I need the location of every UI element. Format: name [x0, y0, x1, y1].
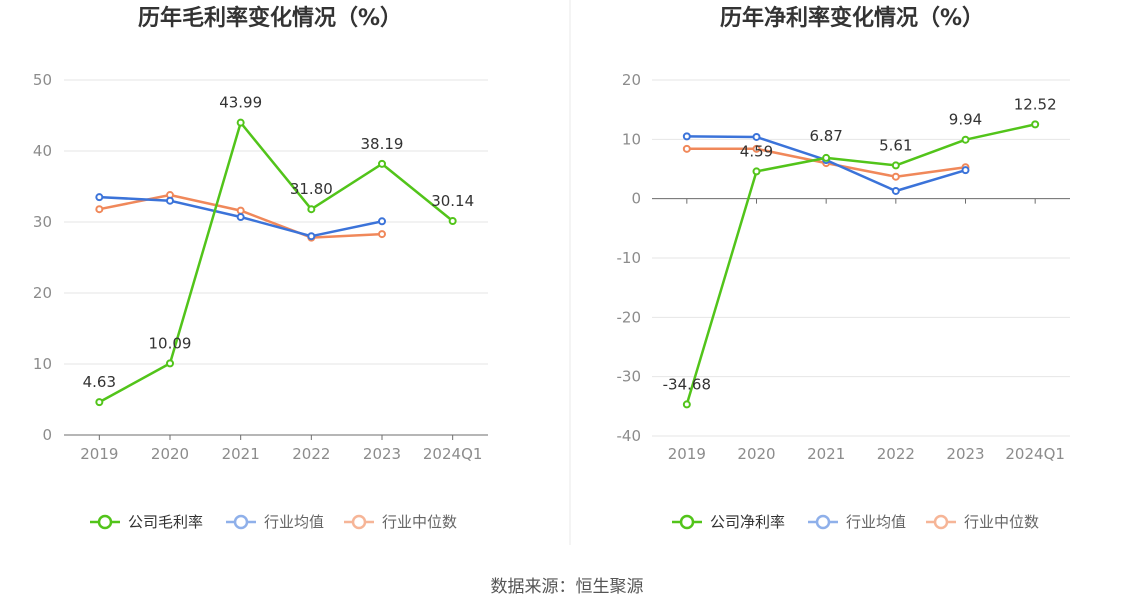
data-label: 38.19: [361, 135, 404, 153]
legend-label: 公司毛利率: [128, 513, 203, 531]
legend-label: 公司净利率: [710, 513, 785, 531]
x-tick-label: 2023: [946, 445, 984, 463]
legend-label: 行业均值: [264, 513, 324, 531]
data-label: 30.14: [431, 192, 474, 210]
net-margin-chart: 历年净利率变化情况（%） -40 -30 -20 -10 0 10 20 2019 2020 202…: [617, 5, 1070, 531]
legend-item[interactable]: 行业均值: [808, 513, 906, 531]
x-tick-label: 2020: [737, 445, 775, 463]
y-tick-label: -30: [617, 368, 642, 386]
legend-label: 行业中位数: [964, 513, 1039, 531]
legend-item[interactable]: 公司毛利率: [90, 513, 203, 531]
data-point: [1031, 120, 1040, 129]
data-point: [236, 213, 245, 222]
data-point: [891, 161, 900, 170]
x-tick-label: 2020: [151, 445, 189, 463]
data-point: [752, 167, 761, 176]
data-label: 9.94: [949, 111, 982, 129]
x-tick-label: 2024Q1: [1005, 445, 1065, 463]
x-tick-label: 2019: [80, 445, 118, 463]
data-point: [378, 230, 386, 239]
series-line: [98, 121, 454, 404]
data-point: [95, 398, 104, 407]
y-tick-label: 30: [33, 213, 52, 231]
legend-marker: [351, 514, 367, 530]
legend-item[interactable]: 行业中位数: [926, 513, 1039, 531]
x-tick-label: 2023: [363, 445, 401, 463]
y-tick-label: 10: [622, 130, 641, 148]
chart-title: 历年毛利率变化情况（%）: [138, 5, 402, 31]
y-tick-label: 20: [33, 284, 52, 302]
data-label: 4.59: [740, 142, 773, 160]
legend-marker: [933, 514, 949, 530]
chart-title: 历年净利率变化情况（%）: [720, 5, 984, 31]
x-tick-label: 2024Q1: [423, 445, 483, 463]
legend-marker: [815, 514, 831, 530]
x-tick-label: 2019: [668, 445, 706, 463]
data-point: [961, 166, 970, 175]
series-line: [685, 123, 1036, 405]
x-tick-label: 2021: [222, 445, 260, 463]
y-tick-label: 20: [622, 71, 641, 89]
y-tick-label: -40: [617, 427, 642, 445]
legend-item[interactable]: 行业均值: [226, 513, 324, 531]
legend-item[interactable]: 公司净利率: [672, 513, 785, 531]
data-point: [95, 205, 104, 214]
data-point: [166, 196, 174, 205]
legend-marker: [679, 514, 695, 530]
y-tick-label: -10: [617, 249, 642, 267]
gross-margin-chart: 历年毛利率变化情况（%） 0 10 20 30 40 50 2019 2020 2021 2022 2…: [33, 5, 488, 531]
data-label: 10.09: [149, 334, 192, 352]
data-label: 43.99: [219, 94, 262, 112]
data-point: [378, 217, 386, 226]
x-tick-label: 2022: [877, 445, 915, 463]
data-point: [307, 232, 316, 241]
data-point: [682, 400, 691, 409]
y-tick-label: 0: [631, 190, 641, 208]
data-point: [891, 172, 900, 181]
y-tick-label: -20: [617, 308, 642, 326]
data-point: [891, 186, 900, 195]
y-tick-label: 10: [33, 355, 52, 373]
data-point: [682, 132, 691, 141]
data-point: [961, 135, 970, 144]
data-point: [95, 193, 104, 202]
data-point: [378, 159, 386, 168]
data-point: [752, 132, 761, 141]
legend-marker: [97, 514, 113, 530]
data-point: [822, 153, 831, 162]
x-tick-label: 2022: [292, 445, 330, 463]
legend-label: 行业均值: [846, 513, 906, 531]
data-label: 5.61: [879, 136, 912, 154]
data-label: -34.68: [663, 375, 711, 393]
data-point: [236, 118, 245, 127]
y-tick-label: 40: [33, 142, 52, 160]
legend-item[interactable]: 行业中位数: [344, 513, 457, 531]
data-point: [236, 206, 245, 215]
data-point: [307, 205, 316, 214]
y-tick-label: 50: [33, 71, 52, 89]
y-tick-label: 0: [42, 426, 52, 444]
data-source: 数据来源：恒生聚源: [491, 577, 644, 597]
legend-label: 行业中位数: [382, 513, 457, 531]
data-point: [166, 359, 174, 368]
x-tick-label: 2021: [807, 445, 845, 463]
data-label: 6.87: [809, 127, 842, 145]
legend-marker: [233, 514, 249, 530]
data-point: [752, 144, 761, 153]
data-label: 12.52: [1014, 95, 1057, 113]
data-point: [682, 144, 691, 153]
data-label: 31.80: [290, 180, 333, 198]
data-label: 4.63: [83, 373, 116, 391]
data-point: [448, 217, 457, 226]
